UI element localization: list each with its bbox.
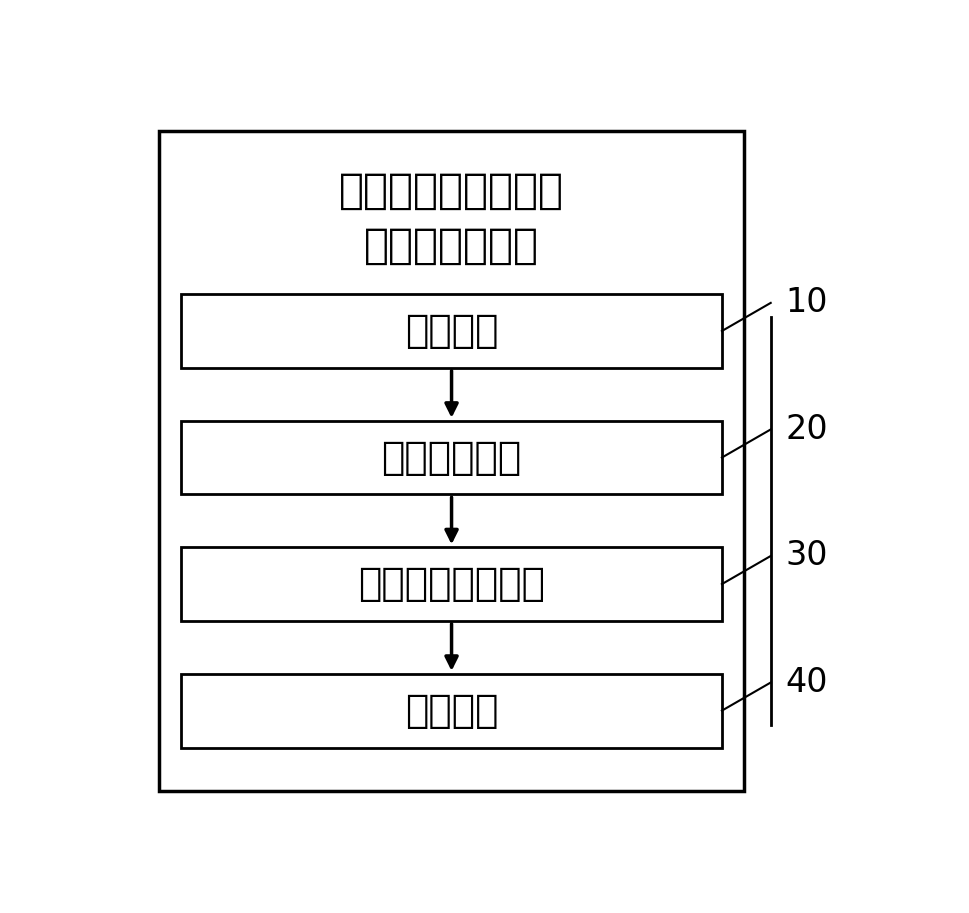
Text: 30: 30	[786, 540, 828, 572]
Text: 预警模块: 预警模块	[405, 692, 498, 729]
Text: 10: 10	[786, 287, 828, 320]
Text: 20: 20	[786, 413, 828, 446]
Text: 基于认知云系统的异
常血压监护系统: 基于认知云系统的异 常血压监护系统	[339, 170, 564, 268]
Bar	[181, 294, 722, 368]
Text: 诊断报告生成模块: 诊断报告生成模块	[359, 565, 545, 603]
Text: 采集模块: 采集模块	[405, 312, 498, 350]
Bar	[159, 131, 744, 792]
Text: 40: 40	[786, 666, 828, 699]
Bar	[181, 421, 722, 495]
Text: 数据筛选模块: 数据筛选模块	[382, 438, 521, 477]
Bar	[181, 674, 722, 748]
Bar	[181, 547, 722, 621]
